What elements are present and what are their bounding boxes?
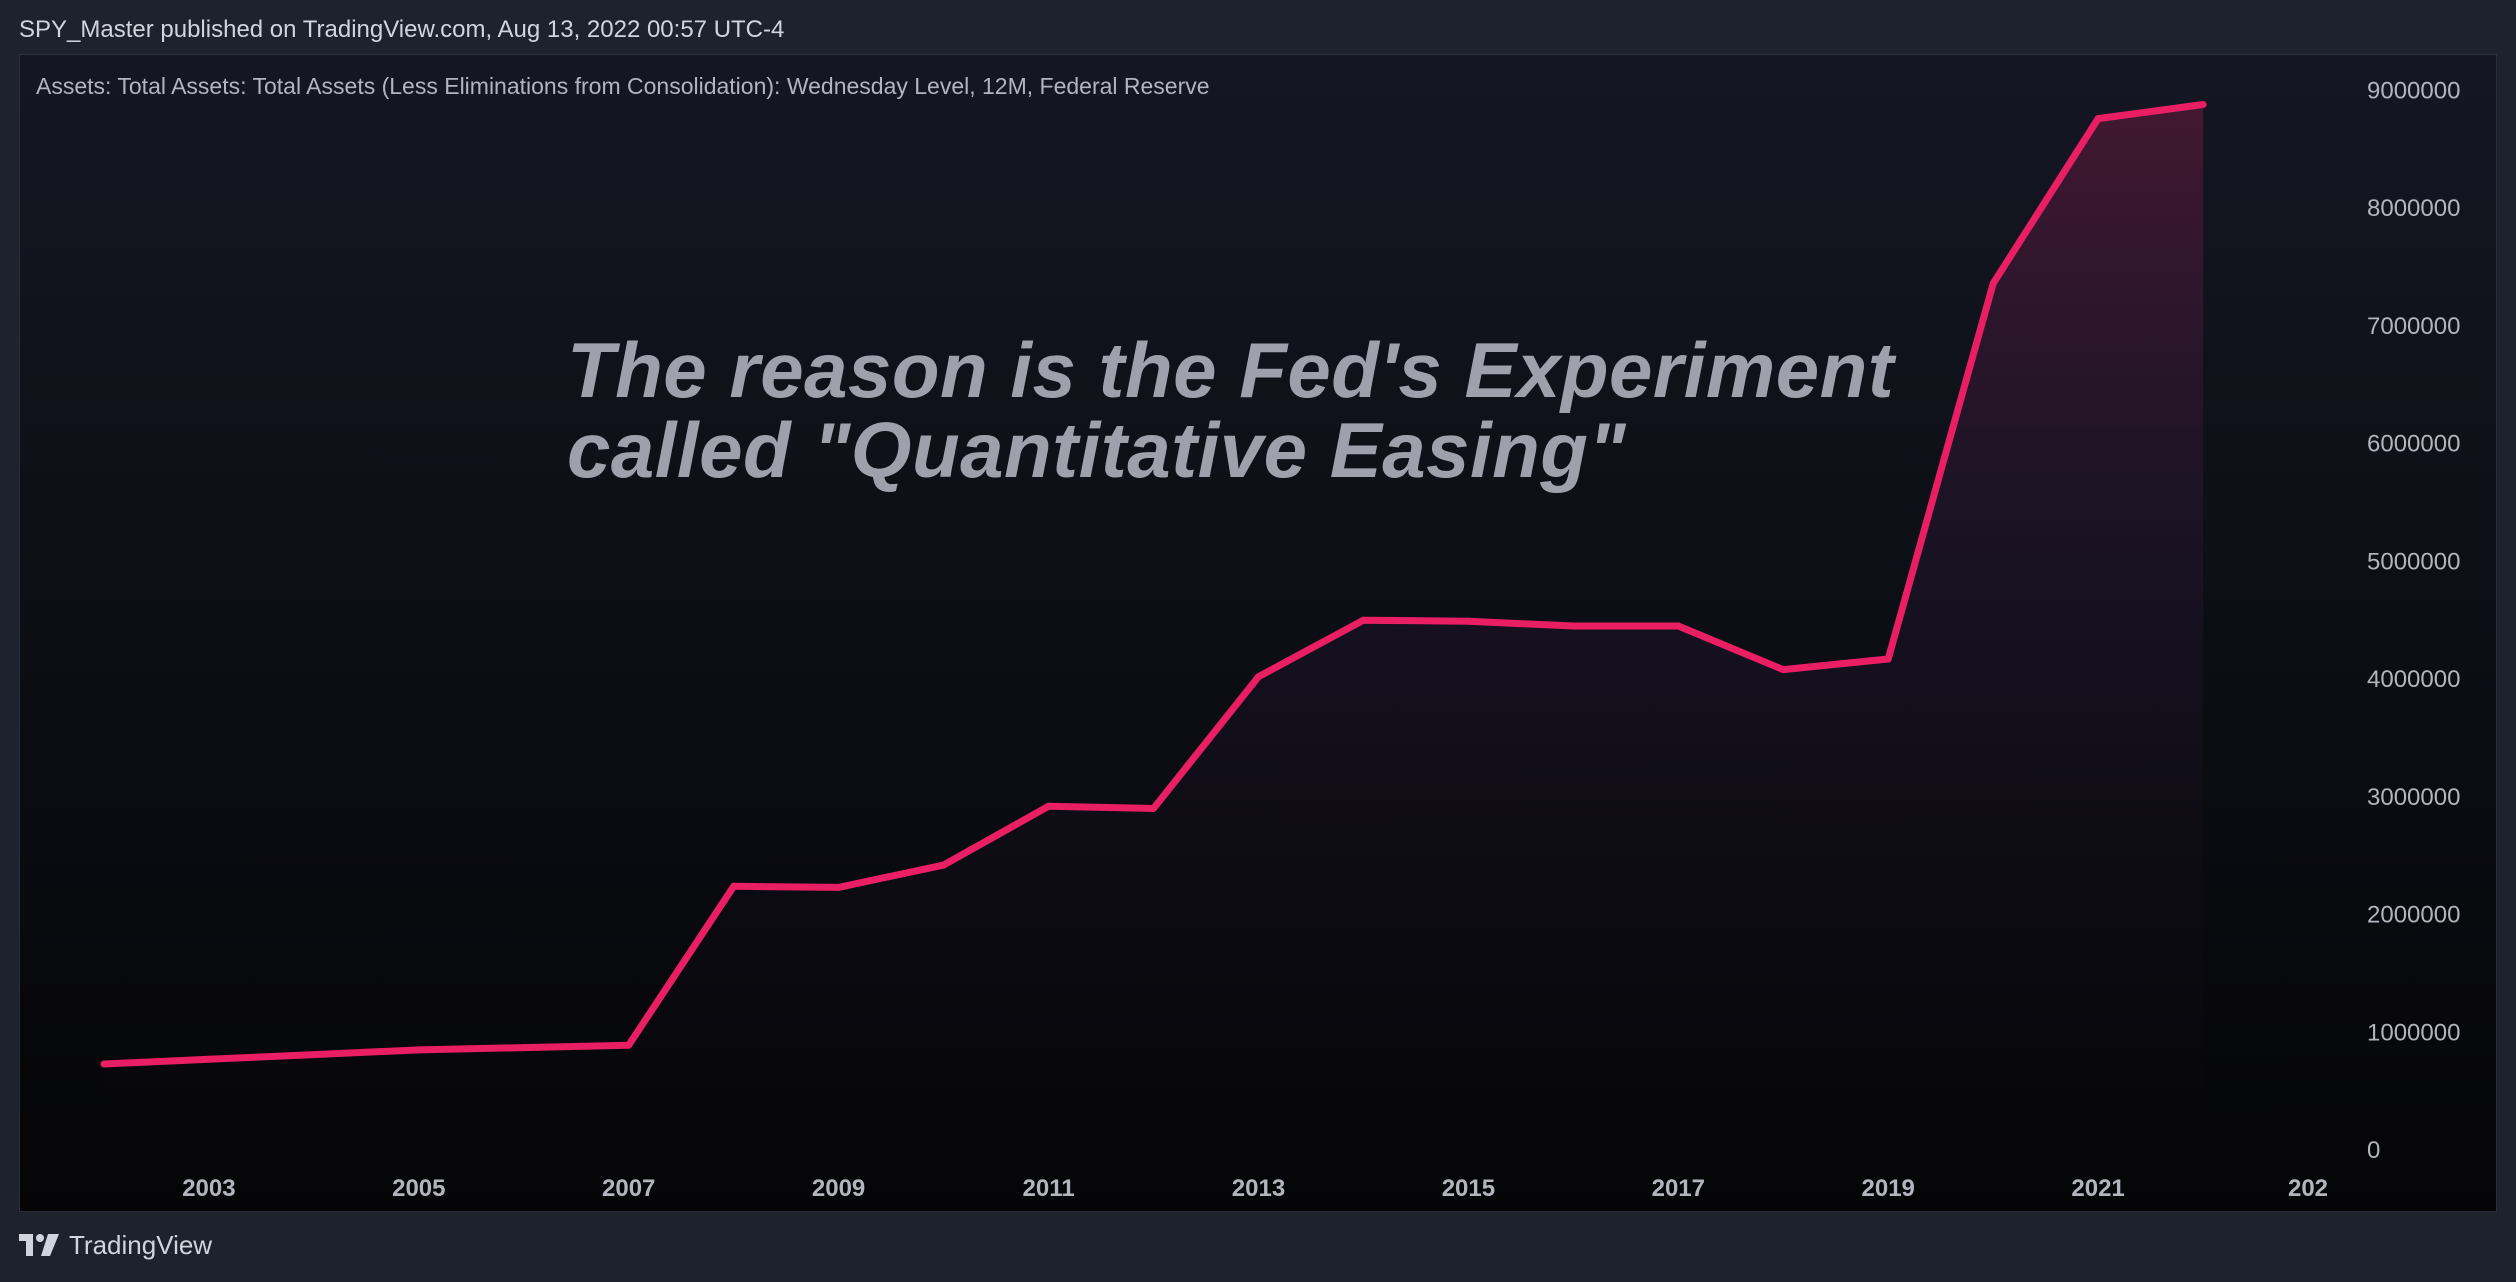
data-point-2021[interactable]: [2094, 115, 2102, 123]
data-point-2006[interactable]: [520, 1044, 528, 1052]
x-tick-label: 2007: [602, 1175, 655, 1202]
data-point-2004[interactable]: [310, 1051, 318, 1059]
x-tick-label: 2003: [182, 1175, 235, 1202]
tradingview-logo-icon: [19, 1234, 59, 1256]
y-tick-label: 3000000: [2367, 784, 2460, 811]
data-point-2008[interactable]: [730, 882, 738, 890]
publish-info: SPY_Master published on TradingView.com,…: [19, 16, 785, 43]
data-point-2015[interactable]: [1464, 617, 1472, 625]
data-point-2013[interactable]: [1255, 673, 1262, 681]
annotation-line-1: The reason is the Fed's Experiment: [567, 326, 1895, 414]
x-tick-label: 2013: [1232, 1175, 1285, 1202]
data-point-2020[interactable]: [1989, 279, 1997, 287]
series-area: [104, 104, 2204, 1150]
data-point-2016[interactable]: [1569, 622, 1577, 630]
data-point-2014[interactable]: [1359, 616, 1367, 624]
x-tick-label: 2019: [1862, 1175, 1915, 1202]
data-point-2007[interactable]: [625, 1041, 633, 1049]
x-tick-label: 2015: [1442, 1175, 1495, 1202]
data-point-2019[interactable]: [1884, 655, 1892, 663]
y-tick-label: 6000000: [2367, 431, 2460, 458]
data-point-2005[interactable]: [415, 1046, 423, 1054]
data-point-2022[interactable]: [2199, 101, 2207, 108]
y-tick-label: 1000000: [2367, 1019, 2460, 1046]
y-tick-label: 7000000: [2367, 313, 2460, 340]
y-tick-label: 2000000: [2367, 902, 2460, 929]
tradingview-brand[interactable]: TradingView: [19, 1230, 212, 1260]
data-point-2012[interactable]: [1150, 805, 1157, 812]
series-title: Assets: Total Assets: Total Assets (Less…: [36, 73, 1210, 99]
x-tick-label: 2005: [392, 1175, 445, 1202]
data-point-2002[interactable]: [100, 1060, 108, 1068]
x-tick-label: 2017: [1652, 1175, 1705, 1202]
chart-plot[interactable]: 0 1000000 2000000 3000000 4000000 5000000 6000…: [20, 55, 2496, 1211]
x-tick-label: 2021: [2071, 1175, 2124, 1202]
x-tick-label: 2009: [812, 1175, 865, 1202]
data-point-2018[interactable]: [1779, 666, 1787, 674]
data-point-2017[interactable]: [1674, 622, 1682, 630]
annotation-line-2: called "Quantitative Easing": [567, 406, 1626, 494]
data-point-2010[interactable]: [940, 861, 948, 869]
y-tick-label: 8000000: [2367, 195, 2460, 222]
x-tick-label: 202: [2288, 1175, 2328, 1202]
brand-name: TradingView: [69, 1230, 213, 1260]
y-tick-label: 0: [2367, 1137, 2380, 1164]
y-tick-label: 4000000: [2367, 666, 2460, 693]
x-tick-label: 2011: [1023, 1175, 1075, 1202]
annotation-text: The reason is the Fed's Experiment calle…: [567, 330, 1894, 490]
data-point-2003[interactable]: [205, 1055, 213, 1063]
y-tick-label: 5000000: [2367, 548, 2460, 575]
y-tick-label: 9000000: [2367, 77, 2460, 104]
data-point-2009[interactable]: [835, 883, 843, 891]
data-point-2011[interactable]: [1045, 802, 1053, 810]
chart-pane[interactable]: Assets: Total Assets: Total Assets (Less…: [19, 54, 2497, 1212]
